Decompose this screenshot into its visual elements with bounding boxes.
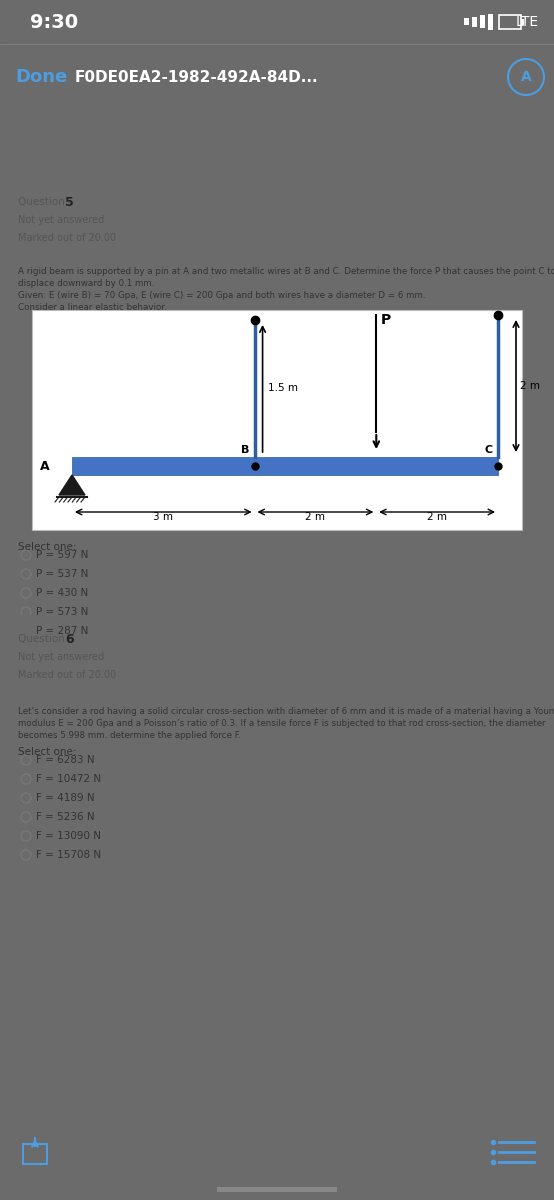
Text: F0DE0EA2-1982-492A-84D...: F0DE0EA2-1982-492A-84D... [75,70,319,84]
Text: P = 430 N: P = 430 N [36,588,88,598]
Text: displace downward by 0.1 mm.: displace downward by 0.1 mm. [18,278,155,288]
Text: becomes 5.998 mm. determine the applied force F.: becomes 5.998 mm. determine the applied … [18,731,241,740]
Bar [488,14,493,30]
Text: Question: Question [18,197,68,206]
Text: Marked out of 20.00: Marked out of 20.00 [18,233,116,242]
Bar [72,457,498,475]
Bar [472,17,477,26]
Text: 5: 5 [65,196,74,209]
Bar [480,14,485,28]
Text: Let’s consider a rod having a solid circular cross-section with diameter of 6 mm: Let’s consider a rod having a solid circ… [18,707,554,716]
Text: Select one:: Select one: [18,542,76,552]
Text: 2 m: 2 m [305,512,325,522]
Text: A rigid beam is supported by a pin at A and two metallic wires at B and C. Deter: A rigid beam is supported by a pin at A … [18,266,554,276]
Text: 2 m: 2 m [520,380,540,391]
Text: C: C [485,445,493,455]
Text: P = 287 N: P = 287 N [36,626,89,636]
Polygon shape [59,475,85,494]
Text: Consider a linear elastic behavior.: Consider a linear elastic behavior. [18,302,167,312]
Text: 2 m: 2 m [427,512,447,522]
Text: Given: E (wire B) = 70 Gpa, E (wire C) = 200 Gpa and both wires have a diameter : Given: E (wire B) = 70 Gpa, E (wire C) =… [18,290,425,300]
Text: LTE: LTE [516,14,539,29]
Text: Marked out of 20.00: Marked out of 20.00 [18,670,116,680]
Text: A: A [40,460,50,473]
Text: F = 5236 N: F = 5236 N [36,812,95,822]
Text: P = 537 N: P = 537 N [36,569,89,578]
Text: F = 6283 N: F = 6283 N [36,755,95,766]
Text: P = 573 N: P = 573 N [36,607,89,617]
Text: F = 4189 N: F = 4189 N [36,793,95,803]
Text: 6: 6 [65,634,74,646]
Text: F = 15708 N: F = 15708 N [36,850,101,860]
Text: Select one:: Select one: [18,746,76,757]
Text: Not yet answered: Not yet answered [18,215,104,226]
Bar [521,19,524,25]
Bar [217,1187,337,1192]
Text: F = 10472 N: F = 10472 N [36,774,101,784]
Text: 1.5 m: 1.5 m [268,384,297,394]
Bar [32,310,522,530]
Text: modulus E = 200 Gpa and a Poisson’s ratio of 0.3. If a tensile force F is subjec: modulus E = 200 Gpa and a Poisson’s rati… [18,719,546,728]
Text: A: A [521,70,531,84]
Text: Done: Done [15,68,67,86]
Text: 3 m: 3 m [153,512,173,522]
Text: B: B [241,445,249,455]
Text: Not yet answered: Not yet answered [18,652,104,662]
Text: 9:30: 9:30 [30,12,78,31]
Text: Question: Question [18,634,68,644]
Bar [464,18,469,25]
Text: P: P [380,313,391,326]
Text: P = 597 N: P = 597 N [36,550,89,560]
Text: F = 13090 N: F = 13090 N [36,830,101,841]
